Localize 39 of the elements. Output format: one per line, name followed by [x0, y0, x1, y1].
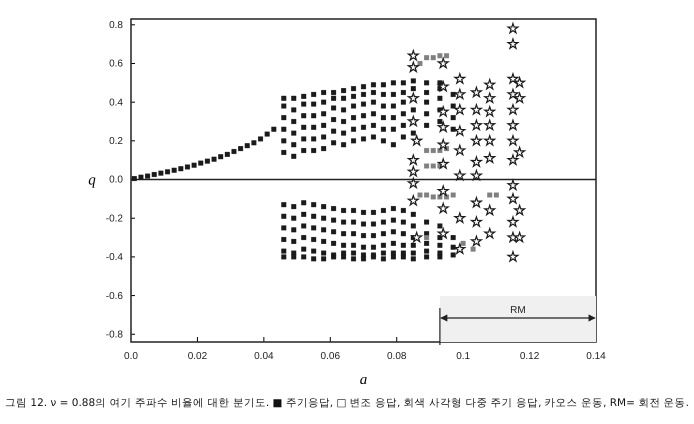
x-tick-label: 0.04: [254, 351, 274, 362]
point: [450, 192, 456, 198]
y-tick-label: -0.4: [106, 252, 124, 264]
x-tick-label: 0.14: [586, 351, 606, 362]
point: [430, 194, 436, 200]
point: [470, 246, 476, 252]
y-tick-label: 0.2: [109, 136, 124, 148]
point: [424, 164, 430, 168]
point: [424, 192, 430, 198]
y-axis-title: q: [88, 172, 96, 189]
y-tick-label: 0.4: [109, 97, 124, 108]
x-tick-label: 0.06: [320, 351, 340, 362]
point: [430, 55, 436, 60]
x-axis-title: a: [360, 372, 368, 388]
y-tick-label: 0.8: [109, 20, 124, 31]
point: [444, 53, 450, 58]
point: [494, 192, 499, 198]
caption: 그림 12. ν = 0.88의 여기 주파수 비율에 대한 분기도. ■ 주기응답, □ 변조 응답, 회색 사각형 다중 주기 응답, 카오스 운동, RM= 회전 운동.: [4, 396, 690, 410]
x-tick-label: 0.0: [124, 351, 138, 362]
y-tick-label: 0.0: [109, 174, 124, 186]
point: [460, 240, 466, 246]
point: [437, 53, 442, 58]
point: [487, 192, 492, 198]
y-tick-label: -0.2: [106, 213, 124, 224]
point: [424, 55, 430, 60]
x-tick-label: 0.02: [188, 351, 208, 362]
point: [430, 164, 436, 168]
point: [430, 148, 436, 154]
x-tick-label: 0.08: [386, 351, 407, 362]
x-tick-label: 0.1: [456, 351, 471, 362]
point: [424, 235, 430, 240]
band-label: RM: [510, 305, 526, 316]
point: [417, 60, 422, 66]
x-tick-label: 0.12: [520, 351, 540, 362]
y-tick-label: -0.8: [106, 329, 124, 340]
point: [417, 192, 422, 198]
point: [424, 148, 430, 154]
y-tick-label: -0.6: [106, 290, 124, 302]
y-tick-label: 0.6: [109, 58, 124, 70]
